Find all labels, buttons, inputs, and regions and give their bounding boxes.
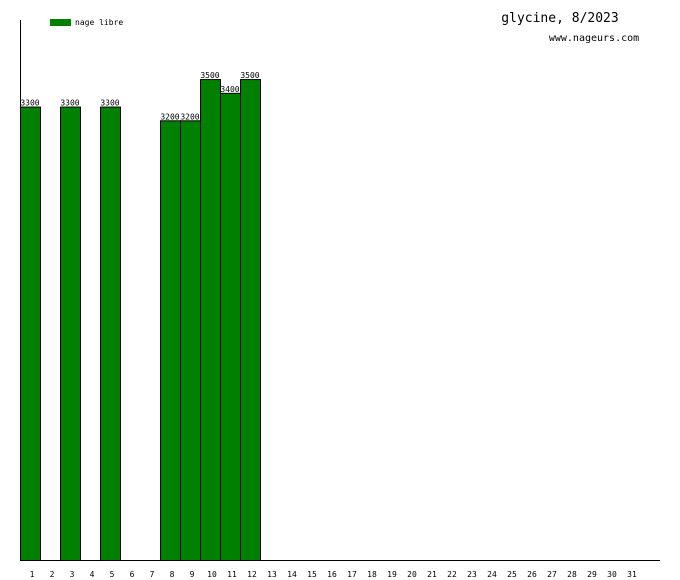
x-tick-label: 9	[190, 570, 195, 579]
x-tick-label: 23	[467, 570, 477, 579]
x-tick-label: 20	[407, 570, 417, 579]
x-tick-label: 8	[170, 570, 175, 579]
bar	[20, 106, 41, 562]
bar	[180, 120, 201, 562]
x-tick-label: 30	[607, 570, 617, 579]
x-tick-label: 7	[150, 570, 155, 579]
x-tick-label: 19	[387, 570, 397, 579]
data-label: 3500	[240, 71, 259, 80]
x-tick-label: 12	[247, 570, 257, 579]
x-tick-label: 31	[627, 570, 637, 579]
x-tick-label: 11	[227, 570, 237, 579]
x-tick-label: 5	[110, 570, 115, 579]
x-tick-label: 3	[70, 570, 75, 579]
x-tick-label: 13	[267, 570, 277, 579]
x-tick-label: 14	[287, 570, 297, 579]
data-label: 3200	[160, 112, 179, 121]
bar	[60, 106, 81, 562]
legend-swatch	[50, 19, 71, 26]
data-label: 3500	[200, 71, 219, 80]
x-tick-label: 18	[367, 570, 377, 579]
x-tick-label: 16	[327, 570, 337, 579]
legend-label: nage libre	[75, 18, 123, 27]
x-tick-label: 26	[527, 570, 537, 579]
data-label: 3200	[180, 112, 199, 121]
chart-subtitle: www.nageurs.com	[549, 33, 639, 44]
x-tick-label: 6	[130, 570, 135, 579]
x-tick-label: 28	[567, 570, 577, 579]
data-label: 3300	[60, 99, 79, 108]
chart-title: glycine, 8/2023	[501, 11, 618, 26]
bar	[160, 120, 181, 562]
x-tick-label: 27	[547, 570, 557, 579]
data-label: 3300	[100, 99, 119, 108]
x-tick-label: 15	[307, 570, 317, 579]
data-label: 3400	[220, 85, 239, 94]
bar	[220, 92, 241, 561]
x-tick-label: 22	[447, 570, 457, 579]
x-tick-label: 29	[587, 570, 597, 579]
x-tick-label: 10	[207, 570, 217, 579]
x-tick-label: 4	[90, 570, 95, 579]
x-tick-label: 2	[50, 570, 55, 579]
x-tick-label: 25	[507, 570, 517, 579]
x-tick-label: 17	[347, 570, 357, 579]
x-tick-label: 1	[30, 570, 35, 579]
x-tick-label: 21	[427, 570, 437, 579]
bar	[100, 106, 121, 562]
data-label: 3300	[20, 99, 39, 108]
bar	[200, 79, 221, 561]
bar	[240, 79, 261, 561]
x-tick-label: 24	[487, 570, 497, 579]
